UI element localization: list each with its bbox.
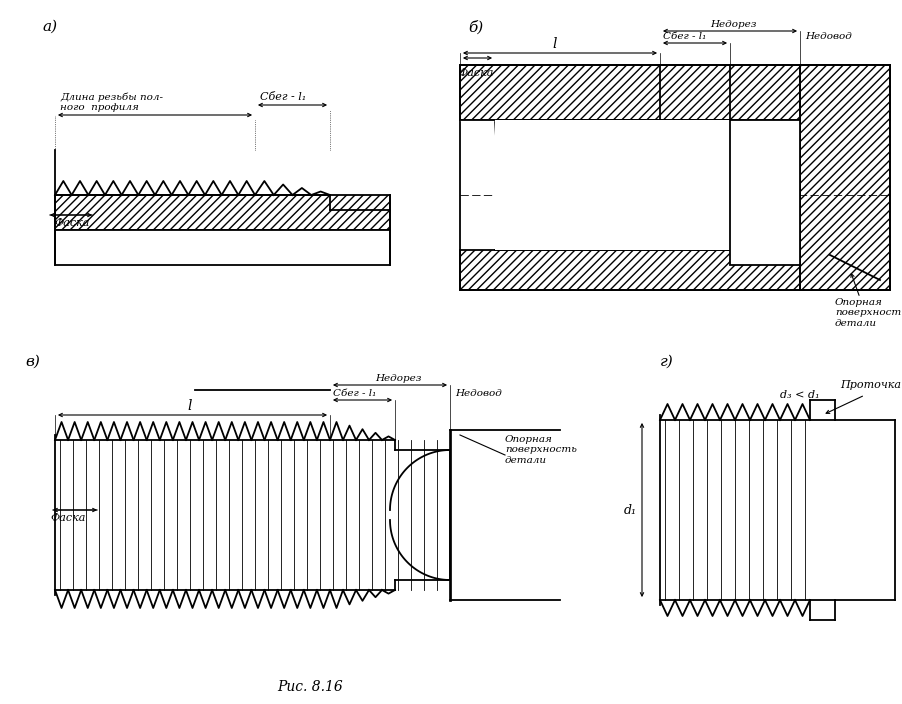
Text: Рис. 8.16: Рис. 8.16 [277, 680, 343, 694]
Text: Длина резьбы пол-
ного  профиля: Длина резьбы пол- ного профиля [60, 92, 163, 112]
Text: d₁: d₁ [624, 503, 637, 517]
Text: Недорез: Недорез [375, 374, 421, 383]
Bar [55, 230, 390, 265]
Text: Сбег - l₁: Сбег - l₁ [663, 32, 706, 41]
Text: d₃ < d₁: d₃ < d₁ [780, 390, 820, 400]
Text: Сбег - l₁: Сбег - l₁ [260, 92, 307, 102]
Text: б): б) [468, 20, 483, 34]
Text: г): г) [660, 355, 674, 369]
Text: Сбег - l₁: Сбег - l₁ [333, 389, 376, 398]
Bar [495, 120, 800, 250]
Text: Недовод: Недовод [805, 32, 851, 41]
Text: Недовод: Недовод [455, 389, 502, 398]
Text: Фаска: Фаска [458, 68, 493, 78]
Text: l: l [553, 37, 557, 51]
Text: Недорез: Недорез [710, 20, 757, 29]
Text: Опорная
поверхность
детали: Опорная поверхность детали [835, 298, 902, 328]
Text: l: l [188, 399, 192, 413]
Text: а): а) [42, 20, 57, 34]
Text: Фаска: Фаска [55, 218, 90, 228]
Text: Фаска: Фаска [50, 513, 86, 523]
Bar [730, 120, 800, 265]
Text: Опорная
поверхность
детали: Опорная поверхность детали [505, 435, 577, 465]
Bar [460, 65, 890, 120]
Bar [460, 250, 890, 290]
Bar [460, 65, 890, 290]
Bar [800, 65, 890, 290]
Bar [55, 195, 390, 230]
Text: в): в) [25, 355, 40, 369]
Text: Проточка: Проточка [840, 380, 901, 390]
